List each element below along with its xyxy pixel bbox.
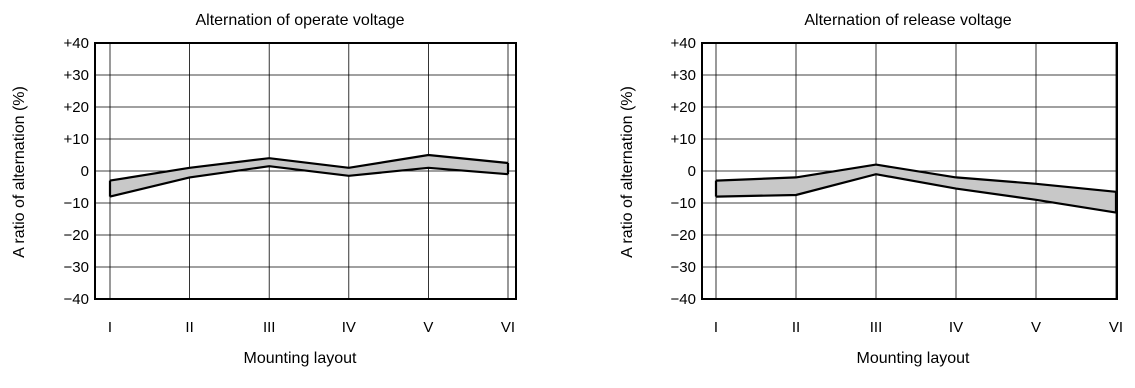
y-axis-label: A ratio of alternation (%): [11, 86, 28, 258]
x-axis-label: Mounting layout: [244, 350, 358, 367]
plot-frame: [94, 42, 517, 300]
y-tick-label: −30: [671, 259, 696, 276]
y-tick-label: 0: [81, 163, 89, 180]
release-voltage-chart: Alternation of release voltage Mounting …: [570, 0, 1135, 383]
y-axis-label: A ratio of alternation (%): [619, 86, 636, 258]
band-lower-line: [715, 173, 1117, 214]
plot-frame: [701, 42, 1118, 300]
x-tick-label: IV: [342, 319, 356, 336]
y-tick-label: +40: [64, 35, 89, 52]
band-upper-line: [109, 153, 509, 182]
chart-title: Alternation of operate voltage: [195, 12, 404, 29]
y-tick-label: +40: [671, 35, 696, 52]
y-tick-label: 0: [688, 163, 696, 180]
x-tick-label: V: [1031, 319, 1041, 336]
y-tick-label: +10: [671, 131, 696, 148]
band-lower-line: [109, 165, 509, 198]
operate-voltage-chart: Alternation of operate voltage Mounting …: [0, 0, 560, 383]
x-tick-label: I: [714, 319, 718, 336]
x-tick-label: II: [185, 319, 193, 336]
variation-band: [110, 155, 508, 197]
x-tick-label: III: [263, 319, 276, 336]
band-upper-line: [715, 163, 1117, 193]
y-tick-label: −40: [64, 291, 89, 308]
release-voltage-chart-svg: Alternation of release voltage Mounting …: [619, 12, 1124, 367]
x-tick-label: VI: [501, 319, 515, 336]
plot-area: +40+30+20+100−10−20−30−40I II III IV V VI: [64, 35, 517, 336]
y-tick-label: +20: [671, 99, 696, 116]
y-tick-label: −10: [671, 195, 696, 212]
x-axis-label: Mounting layout: [857, 350, 971, 367]
y-tick-label: +30: [64, 67, 89, 84]
x-tick-label: I: [108, 319, 112, 336]
x-tick-label: IV: [949, 319, 963, 336]
variation-band: [716, 164, 1116, 213]
y-tick-label: −10: [64, 195, 89, 212]
y-tick-label: +10: [64, 131, 89, 148]
y-tick-label: −20: [671, 227, 696, 244]
y-tick-label: +30: [671, 67, 696, 84]
x-tick-label: III: [870, 319, 883, 336]
y-tick-label: −30: [64, 259, 89, 276]
y-tick-label: +20: [64, 99, 89, 116]
x-tick-label: II: [792, 319, 800, 336]
plot-area: +40+30+20+100−10−20−30−40I II III IV V VI: [671, 35, 1124, 336]
x-tick-label: VI: [1109, 319, 1123, 336]
x-tick-label: V: [423, 319, 433, 336]
operate-voltage-chart-svg: Alternation of operate voltage Mounting …: [11, 12, 517, 367]
chart-title: Alternation of release voltage: [804, 12, 1011, 29]
y-tick-label: −40: [671, 291, 696, 308]
y-tick-label: −20: [64, 227, 89, 244]
